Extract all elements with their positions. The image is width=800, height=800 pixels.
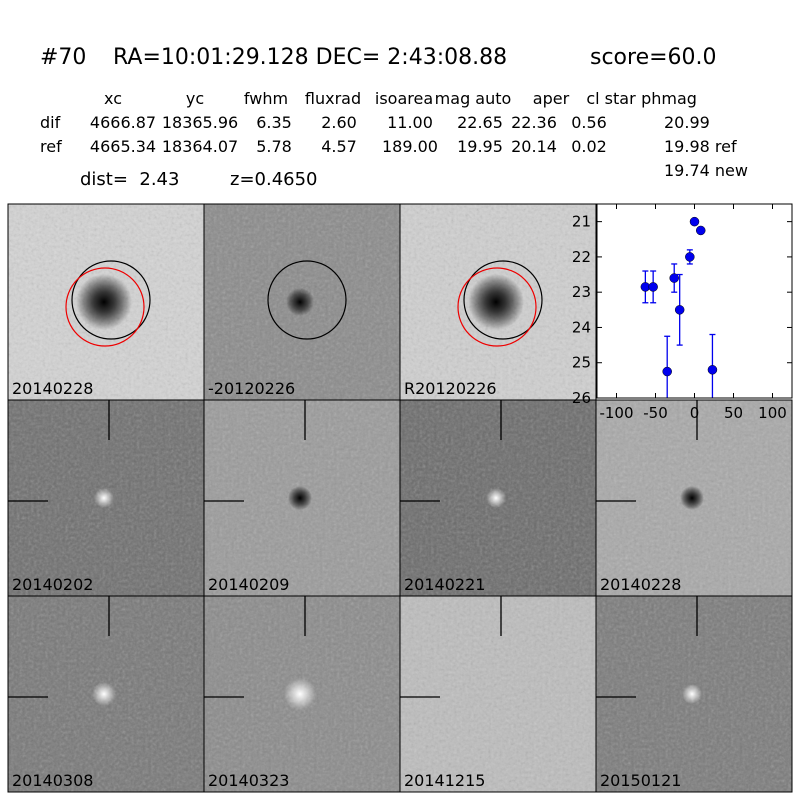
table-cell: 4666.87 xyxy=(90,113,156,132)
table-cell: 6.35 xyxy=(256,113,292,132)
column-header: fluxrad xyxy=(305,89,361,108)
column-header: fwhm xyxy=(244,89,288,108)
image-panel: 20140202 xyxy=(7,399,205,597)
panel-label: 20140221 xyxy=(404,575,485,594)
source-blob xyxy=(76,274,132,330)
table-cell: 189.00 xyxy=(382,137,438,156)
panel-label: -20120226 xyxy=(208,379,295,398)
image-panel: 20140228 xyxy=(7,203,205,401)
x-tick-label: 50 xyxy=(724,404,743,422)
source-blob xyxy=(288,486,312,510)
table-cell: 19.98 ref xyxy=(664,137,737,156)
column-header: aper xyxy=(533,89,570,108)
source-blob xyxy=(284,678,316,710)
panel-label: 20140228 xyxy=(600,575,681,594)
column-header: cl star xyxy=(586,89,636,108)
column-header: mag auto xyxy=(435,89,512,108)
table-cell: 20.14 xyxy=(511,137,557,156)
column-header: isoarea xyxy=(375,89,433,108)
table-cell: 18364.07 xyxy=(162,137,238,156)
data-point xyxy=(695,225,706,236)
data-point xyxy=(689,216,700,227)
table-cell: 5.78 xyxy=(256,137,292,156)
data-point xyxy=(648,282,658,292)
score: score=60.0 xyxy=(590,45,717,70)
y-tick-label: 23 xyxy=(572,283,591,301)
column-header: phmag xyxy=(641,89,697,108)
aperture-circle xyxy=(71,260,151,340)
aperture-circle xyxy=(267,260,347,340)
image-panel: 20141215 xyxy=(399,595,597,793)
y-tick-label: 24 xyxy=(572,318,591,336)
y-tick-label: 25 xyxy=(572,354,591,372)
y-tick-label: 21 xyxy=(572,213,591,231)
distance: dist= 2.43 xyxy=(80,169,179,190)
source-blob xyxy=(682,684,702,704)
source-blob xyxy=(680,486,704,510)
image-panel: 20150121 xyxy=(595,595,793,793)
source-blob xyxy=(486,488,506,508)
table-cell: 4665.34 xyxy=(90,137,156,156)
reference-circle xyxy=(457,267,537,347)
aperture-circle xyxy=(463,260,543,340)
plot-frame xyxy=(596,203,793,399)
x-tick-label: -100 xyxy=(599,404,633,422)
y-tick-label: 26 xyxy=(572,389,591,407)
image-panel: R20120226 xyxy=(399,203,597,401)
plot-background xyxy=(597,204,792,398)
panel-label: 20140202 xyxy=(12,575,93,594)
row-label: dif xyxy=(40,113,61,132)
table-cell: 2.60 xyxy=(321,113,357,132)
panel-label: R20120226 xyxy=(404,379,497,398)
coordinates: RA=10:01:29.128 DEC= 2:43:08.88 xyxy=(113,45,507,70)
panel-label: 20140228 xyxy=(12,379,93,398)
row-label: ref xyxy=(40,137,62,156)
table-cell: 0.56 xyxy=(571,113,607,132)
data-point xyxy=(707,365,718,375)
redshift: z=0.4650 xyxy=(230,169,318,190)
table-cell: 20.99 xyxy=(664,113,710,132)
panel-label: 20140308 xyxy=(12,771,93,790)
data-point xyxy=(669,273,679,283)
image-panel: 20140221 xyxy=(399,399,597,597)
phmag-new: 19.74 new xyxy=(664,161,748,180)
image-panel: 20140209 xyxy=(203,399,401,597)
data-point xyxy=(685,252,695,262)
table-cell: 4.57 xyxy=(321,137,357,156)
table-cell: 18365.96 xyxy=(162,113,238,132)
source-blob xyxy=(286,288,314,316)
panel-noise xyxy=(400,596,596,792)
image-panel: 20140323 xyxy=(203,595,401,793)
reference-circle xyxy=(65,267,145,347)
table-cell: 0.02 xyxy=(571,137,607,156)
image-panel: 20140308 xyxy=(7,595,205,793)
table-cell: 19.95 xyxy=(457,137,503,156)
data-point xyxy=(674,305,685,315)
table-cell: 22.65 xyxy=(457,113,503,132)
column-header: xc xyxy=(104,89,122,108)
x-tick-label: 100 xyxy=(758,404,787,422)
x-tick-label: -50 xyxy=(643,404,668,422)
panel-label: 20140209 xyxy=(208,575,289,594)
column-header: yc xyxy=(186,89,204,108)
y-tick-label: 22 xyxy=(572,248,591,266)
panel-frame xyxy=(595,595,793,793)
source-blob xyxy=(92,682,116,706)
panel-label: 20140323 xyxy=(208,771,289,790)
source-blob xyxy=(94,488,114,508)
source-blob xyxy=(468,274,524,330)
panel-label: 20150121 xyxy=(600,771,681,790)
image-panel: 20140228 xyxy=(595,399,793,597)
candidate-id: #70 xyxy=(40,45,86,70)
x-tick-label: 0 xyxy=(690,404,700,422)
data-point xyxy=(662,366,672,377)
image-panel: -20120226 xyxy=(203,203,401,401)
panel-label: 20141215 xyxy=(404,771,485,790)
table-cell: 11.00 xyxy=(387,113,433,132)
table-cell: 22.36 xyxy=(511,113,557,132)
